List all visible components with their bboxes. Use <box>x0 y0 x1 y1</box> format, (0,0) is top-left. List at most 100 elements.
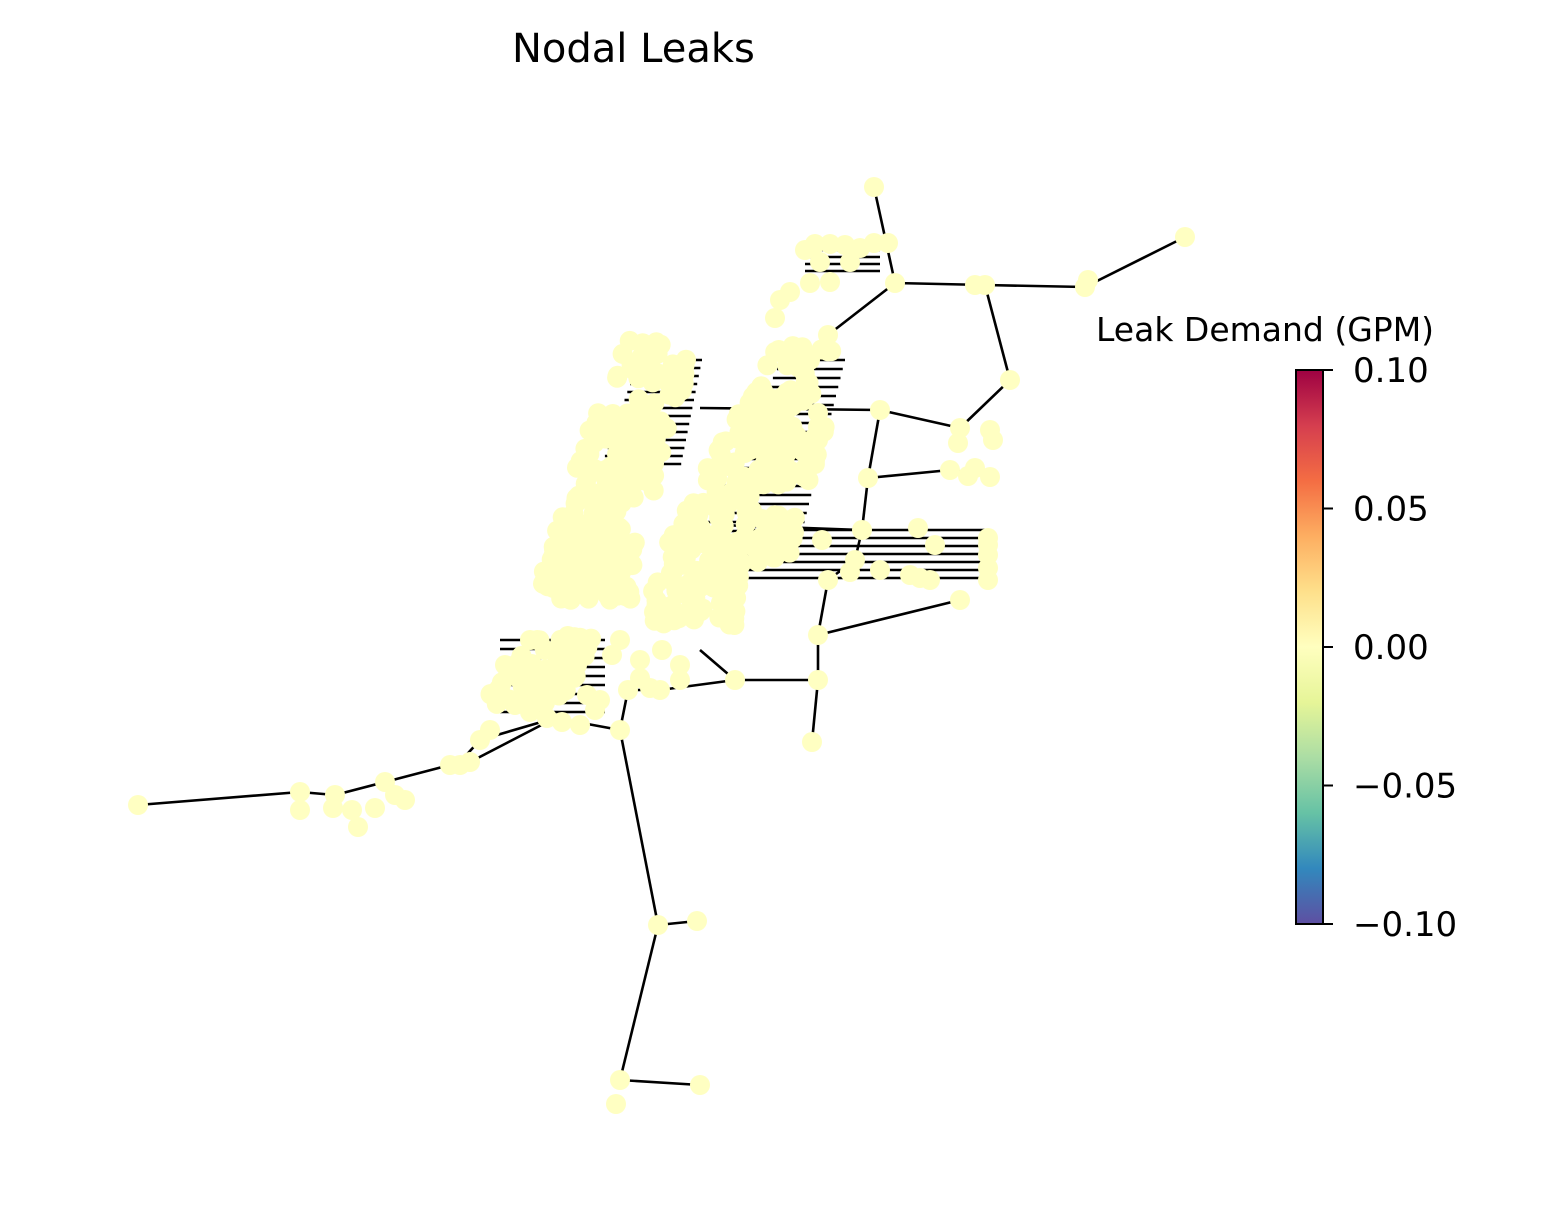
junction-node <box>885 273 905 293</box>
junction-node <box>652 640 672 660</box>
junction-node <box>761 430 781 450</box>
junction-node <box>602 645 622 665</box>
junction-node <box>818 570 838 590</box>
junction-node <box>385 785 405 805</box>
junction-node <box>577 637 597 657</box>
junction-node <box>654 613 674 633</box>
junction-node <box>808 625 828 645</box>
junction-node <box>710 521 730 541</box>
junction-node <box>523 663 543 683</box>
junction-node <box>630 650 650 670</box>
junction-node <box>820 272 840 292</box>
pipe-edges <box>138 187 1185 1085</box>
junction-node <box>644 369 664 389</box>
junction-node <box>487 688 507 708</box>
junction-node <box>579 589 599 609</box>
junction-node <box>690 1075 710 1095</box>
junction-node <box>607 368 627 388</box>
junction-nodes <box>128 177 1195 1114</box>
pipe-edge <box>985 285 1010 380</box>
junction-node <box>812 340 832 360</box>
junction-node <box>908 518 928 538</box>
junction-node <box>725 670 745 690</box>
junction-node <box>948 433 968 453</box>
pipe-edge <box>868 470 950 478</box>
junction-node <box>743 387 763 407</box>
junction-node <box>698 470 718 490</box>
junction-node <box>619 483 639 503</box>
junction-node <box>800 273 820 293</box>
junction-node <box>852 520 872 540</box>
junction-node <box>576 449 596 469</box>
junction-node <box>648 344 668 364</box>
junction-node <box>661 563 681 583</box>
junction-node <box>729 423 749 443</box>
junction-node <box>978 528 998 548</box>
junction-node <box>670 655 690 675</box>
junction-node <box>549 542 569 562</box>
pipe-edge <box>620 925 658 1080</box>
junction-node <box>781 380 801 400</box>
colorbar-tick-label: −0.10 <box>1353 905 1457 945</box>
junction-node <box>626 446 646 466</box>
junction-node <box>717 581 737 601</box>
junction-node <box>640 678 660 698</box>
junction-node <box>840 252 860 272</box>
junction-node <box>765 308 785 328</box>
pipe-edge <box>1085 237 1185 287</box>
junction-node <box>665 387 685 407</box>
colorbar-tick-label: 0.05 <box>1353 490 1429 530</box>
junction-node <box>639 463 659 483</box>
junction-node <box>864 177 884 197</box>
junction-node <box>565 668 585 688</box>
junction-node <box>773 525 793 545</box>
junction-node <box>720 615 740 635</box>
junction-node <box>707 564 727 584</box>
junction-node <box>810 252 830 272</box>
junction-node <box>965 275 985 295</box>
junction-node <box>920 570 940 590</box>
junction-node <box>629 389 649 409</box>
junction-node <box>450 755 470 775</box>
pipe-edge <box>818 600 960 635</box>
junction-node <box>691 517 711 537</box>
junction-node <box>687 911 707 931</box>
junction-node <box>535 693 555 713</box>
junction-node <box>768 474 788 494</box>
junction-node <box>534 573 554 593</box>
junction-node <box>925 535 945 555</box>
pipe-edge <box>620 1080 700 1085</box>
junction-node <box>610 720 630 740</box>
junction-node <box>598 470 618 490</box>
junction-node <box>840 562 860 582</box>
junction-node <box>290 800 310 820</box>
junction-node <box>661 596 681 616</box>
junction-node <box>1078 270 1098 290</box>
pipe-edge <box>138 792 300 805</box>
junction-node <box>342 800 362 820</box>
junction-node <box>787 426 807 446</box>
junction-node <box>527 630 547 650</box>
junction-node <box>620 589 640 609</box>
pipe-edge <box>828 283 895 335</box>
pipe-edge <box>385 765 450 782</box>
pipe-edge <box>985 285 1085 287</box>
junction-node <box>619 421 639 441</box>
junction-node <box>648 915 668 935</box>
junction-node <box>858 468 878 488</box>
pipe-edge <box>868 410 880 478</box>
junction-node <box>684 609 704 629</box>
junction-node <box>950 590 970 610</box>
junction-node <box>621 540 641 560</box>
junction-node <box>657 418 677 438</box>
junction-node <box>796 458 816 478</box>
junction-node <box>788 357 808 377</box>
junction-node <box>323 798 343 818</box>
junction-node <box>1000 370 1020 390</box>
junction-node <box>606 1094 626 1114</box>
junction-node <box>675 356 695 376</box>
colorbar-tick-label: 0.10 <box>1353 351 1429 391</box>
junction-node <box>780 282 800 302</box>
